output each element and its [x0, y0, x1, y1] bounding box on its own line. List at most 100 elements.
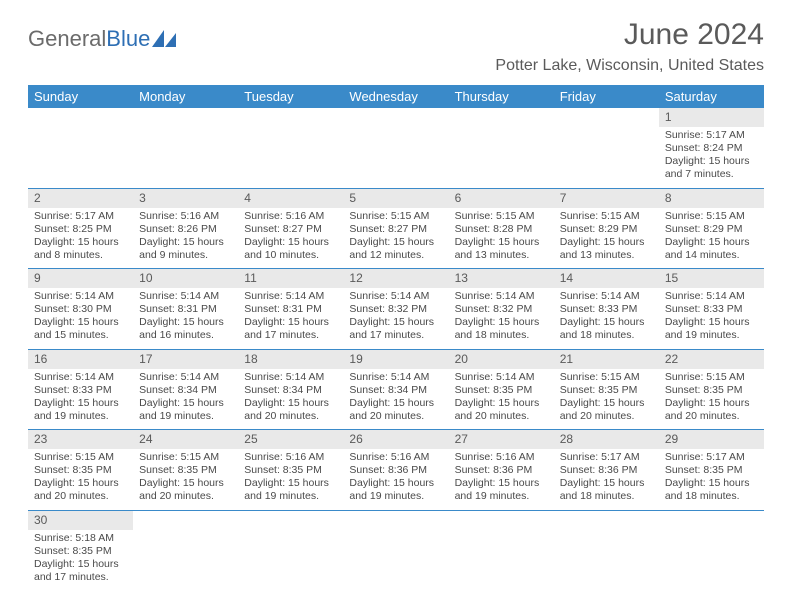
day-day1-label: Daylight: 15 hours	[34, 236, 127, 249]
day-day1-label: Daylight: 15 hours	[455, 477, 548, 490]
day-cell-inner: 15Sunrise: 5:14 AMSunset: 8:33 PMDayligh…	[665, 269, 758, 343]
day-sunset-label: Sunset: 8:36 PM	[560, 464, 653, 477]
day-number: 15	[659, 269, 764, 288]
calendar-day-cell: 29Sunrise: 5:17 AMSunset: 8:35 PMDayligh…	[659, 430, 764, 511]
day-sunset-label: Sunset: 8:33 PM	[560, 303, 653, 316]
day-cell-inner: 2Sunrise: 5:17 AMSunset: 8:25 PMDaylight…	[34, 189, 127, 263]
day-sunrise-label: Sunrise: 5:15 AM	[349, 210, 442, 223]
day-day2-label: and 9 minutes.	[139, 249, 232, 262]
day-sunset-label: Sunset: 8:29 PM	[560, 223, 653, 236]
day-cell-inner: 9Sunrise: 5:14 AMSunset: 8:30 PMDaylight…	[34, 269, 127, 343]
day-number: 11	[238, 269, 343, 288]
title-block: June 2024 Potter Lake, Wisconsin, United…	[495, 18, 764, 85]
day-sunset-label: Sunset: 8:28 PM	[455, 223, 548, 236]
day-cell-inner: 10Sunrise: 5:14 AMSunset: 8:31 PMDayligh…	[139, 269, 232, 343]
day-sunset-label: Sunset: 8:35 PM	[244, 464, 337, 477]
day-sunset-label: Sunset: 8:35 PM	[560, 384, 653, 397]
calendar-day-cell	[554, 510, 659, 590]
day-day1-label: Daylight: 15 hours	[665, 397, 758, 410]
logo-sail-icon	[152, 30, 178, 48]
day-day1-label: Daylight: 15 hours	[349, 477, 442, 490]
day-sunrise-label: Sunrise: 5:14 AM	[455, 290, 548, 303]
calendar-week-row: 9Sunrise: 5:14 AMSunset: 8:30 PMDaylight…	[28, 269, 764, 350]
day-day1-label: Daylight: 15 hours	[139, 477, 232, 490]
day-day2-label: and 20 minutes.	[560, 410, 653, 423]
day-number: 20	[449, 350, 554, 369]
day-day2-label: and 17 minutes.	[244, 329, 337, 342]
day-day1-label: Daylight: 15 hours	[34, 477, 127, 490]
day-sunrise-label: Sunrise: 5:14 AM	[349, 371, 442, 384]
day-day1-label: Daylight: 15 hours	[665, 236, 758, 249]
calendar-day-cell: 1Sunrise: 5:17 AMSunset: 8:24 PMDaylight…	[659, 108, 764, 188]
weekday-header: Saturday	[659, 85, 764, 108]
day-number: 17	[133, 350, 238, 369]
day-day1-label: Daylight: 15 hours	[139, 316, 232, 329]
day-sunrise-label: Sunrise: 5:14 AM	[34, 290, 127, 303]
day-cell-inner: 26Sunrise: 5:16 AMSunset: 8:36 PMDayligh…	[349, 430, 442, 504]
day-number: 16	[28, 350, 133, 369]
month-title: June 2024	[495, 18, 764, 51]
day-day2-label: and 8 minutes.	[34, 249, 127, 262]
day-day1-label: Daylight: 15 hours	[244, 397, 337, 410]
weekday-header: Thursday	[449, 85, 554, 108]
day-cell-inner: 6Sunrise: 5:15 AMSunset: 8:28 PMDaylight…	[455, 189, 548, 263]
day-sunrise-label: Sunrise: 5:18 AM	[34, 532, 127, 545]
day-cell-inner: 1Sunrise: 5:17 AMSunset: 8:24 PMDaylight…	[665, 108, 758, 182]
day-number: 29	[659, 430, 764, 449]
calendar-day-cell: 16Sunrise: 5:14 AMSunset: 8:33 PMDayligh…	[28, 349, 133, 430]
day-day1-label: Daylight: 15 hours	[34, 397, 127, 410]
day-sunrise-label: Sunrise: 5:15 AM	[34, 451, 127, 464]
day-cell-inner: 21Sunrise: 5:15 AMSunset: 8:35 PMDayligh…	[560, 350, 653, 424]
day-sunset-label: Sunset: 8:31 PM	[244, 303, 337, 316]
day-number: 1	[659, 108, 764, 127]
calendar-day-cell: 27Sunrise: 5:16 AMSunset: 8:36 PMDayligh…	[449, 430, 554, 511]
day-number: 14	[554, 269, 659, 288]
day-sunrise-label: Sunrise: 5:17 AM	[560, 451, 653, 464]
day-sunset-label: Sunset: 8:30 PM	[34, 303, 127, 316]
day-sunrise-label: Sunrise: 5:17 AM	[665, 129, 758, 142]
day-day1-label: Daylight: 15 hours	[349, 236, 442, 249]
calendar-day-cell	[659, 510, 764, 590]
calendar-day-cell	[343, 510, 448, 590]
brand-logo: GeneralBlue	[28, 26, 181, 52]
day-number: 12	[343, 269, 448, 288]
day-day2-label: and 14 minutes.	[665, 249, 758, 262]
day-cell-inner: 30Sunrise: 5:18 AMSunset: 8:35 PMDayligh…	[34, 511, 127, 585]
calendar-day-cell: 15Sunrise: 5:14 AMSunset: 8:33 PMDayligh…	[659, 269, 764, 350]
day-sunrise-label: Sunrise: 5:15 AM	[560, 210, 653, 223]
calendar-day-cell: 9Sunrise: 5:14 AMSunset: 8:30 PMDaylight…	[28, 269, 133, 350]
day-cell-inner: 17Sunrise: 5:14 AMSunset: 8:34 PMDayligh…	[139, 350, 232, 424]
day-cell-inner: 24Sunrise: 5:15 AMSunset: 8:35 PMDayligh…	[139, 430, 232, 504]
calendar-day-cell: 28Sunrise: 5:17 AMSunset: 8:36 PMDayligh…	[554, 430, 659, 511]
day-number: 13	[449, 269, 554, 288]
day-number: 19	[343, 350, 448, 369]
day-day2-label: and 19 minutes.	[665, 329, 758, 342]
day-number: 28	[554, 430, 659, 449]
day-day1-label: Daylight: 15 hours	[139, 397, 232, 410]
location-label: Potter Lake, Wisconsin, United States	[495, 57, 764, 75]
day-sunset-label: Sunset: 8:35 PM	[455, 384, 548, 397]
day-sunrise-label: Sunrise: 5:16 AM	[244, 210, 337, 223]
calendar-day-cell	[238, 108, 343, 188]
day-sunrise-label: Sunrise: 5:14 AM	[244, 290, 337, 303]
day-day2-label: and 19 minutes.	[349, 490, 442, 503]
day-day2-label: and 19 minutes.	[244, 490, 337, 503]
calendar-day-cell: 6Sunrise: 5:15 AMSunset: 8:28 PMDaylight…	[449, 188, 554, 269]
weekday-header-row: Sunday Monday Tuesday Wednesday Thursday…	[28, 85, 764, 108]
day-sunrise-label: Sunrise: 5:15 AM	[139, 451, 232, 464]
day-number: 10	[133, 269, 238, 288]
day-day1-label: Daylight: 15 hours	[244, 477, 337, 490]
day-number: 7	[554, 189, 659, 208]
header-row: GeneralBlue June 2024 Potter Lake, Wisco…	[28, 18, 764, 85]
calendar-day-cell: 17Sunrise: 5:14 AMSunset: 8:34 PMDayligh…	[133, 349, 238, 430]
day-sunset-label: Sunset: 8:35 PM	[665, 384, 758, 397]
day-sunrise-label: Sunrise: 5:14 AM	[455, 371, 548, 384]
day-cell-inner: 5Sunrise: 5:15 AMSunset: 8:27 PMDaylight…	[349, 189, 442, 263]
day-day1-label: Daylight: 15 hours	[349, 397, 442, 410]
day-number: 24	[133, 430, 238, 449]
day-day1-label: Daylight: 15 hours	[139, 236, 232, 249]
day-cell-inner: 13Sunrise: 5:14 AMSunset: 8:32 PMDayligh…	[455, 269, 548, 343]
day-day2-label: and 19 minutes.	[34, 410, 127, 423]
calendar-table: Sunday Monday Tuesday Wednesday Thursday…	[28, 85, 764, 590]
day-sunrise-label: Sunrise: 5:14 AM	[34, 371, 127, 384]
